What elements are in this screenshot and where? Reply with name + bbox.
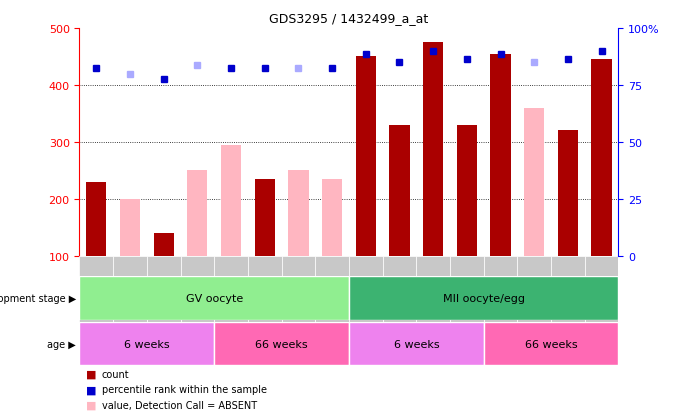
Bar bbox=[315, 256, 349, 324]
Bar bbox=[591, 60, 612, 256]
Text: 6 weeks: 6 weeks bbox=[393, 339, 439, 349]
Bar bbox=[79, 322, 214, 366]
Text: development stage ▶: development stage ▶ bbox=[0, 293, 76, 304]
Bar bbox=[491, 55, 511, 256]
Bar bbox=[551, 256, 585, 324]
Bar bbox=[416, 256, 450, 324]
Bar bbox=[288, 171, 308, 256]
Bar bbox=[349, 256, 383, 324]
Bar bbox=[214, 256, 248, 324]
Text: 6 weeks: 6 weeks bbox=[124, 339, 170, 349]
Bar bbox=[79, 256, 113, 324]
Bar bbox=[322, 179, 342, 256]
Bar bbox=[518, 256, 551, 324]
Bar bbox=[349, 277, 618, 320]
Bar bbox=[457, 126, 477, 256]
Bar bbox=[450, 256, 484, 324]
Text: age ▶: age ▶ bbox=[47, 339, 76, 349]
Text: 66 weeks: 66 weeks bbox=[255, 339, 308, 349]
Bar bbox=[248, 256, 281, 324]
Bar bbox=[524, 108, 545, 256]
Bar bbox=[423, 43, 443, 256]
Title: GDS3295 / 1432499_a_at: GDS3295 / 1432499_a_at bbox=[269, 12, 428, 25]
Bar bbox=[558, 131, 578, 256]
Bar bbox=[153, 233, 173, 256]
Bar bbox=[221, 145, 241, 256]
Bar bbox=[282, 256, 315, 324]
Text: MII oocyte/egg: MII oocyte/egg bbox=[443, 293, 524, 304]
Bar bbox=[254, 179, 275, 256]
Bar bbox=[484, 256, 518, 324]
Text: percentile rank within the sample: percentile rank within the sample bbox=[102, 385, 267, 394]
Bar bbox=[86, 182, 106, 256]
Bar bbox=[146, 256, 180, 324]
Bar bbox=[187, 171, 207, 256]
Text: count: count bbox=[102, 369, 129, 379]
Bar bbox=[484, 322, 618, 366]
Text: value, Detection Call = ABSENT: value, Detection Call = ABSENT bbox=[102, 400, 256, 410]
Bar bbox=[389, 126, 410, 256]
Text: ■: ■ bbox=[86, 400, 97, 410]
Bar bbox=[120, 199, 140, 256]
Bar bbox=[349, 322, 484, 366]
Bar bbox=[585, 256, 618, 324]
Bar bbox=[180, 256, 214, 324]
Bar bbox=[383, 256, 416, 324]
Bar bbox=[79, 277, 349, 320]
Bar bbox=[113, 256, 146, 324]
Text: GV oocyte: GV oocyte bbox=[186, 293, 243, 304]
Text: ■: ■ bbox=[86, 369, 97, 379]
Bar bbox=[356, 57, 376, 256]
Text: ■: ■ bbox=[86, 385, 97, 394]
Bar bbox=[214, 322, 349, 366]
Text: 66 weeks: 66 weeks bbox=[524, 339, 578, 349]
